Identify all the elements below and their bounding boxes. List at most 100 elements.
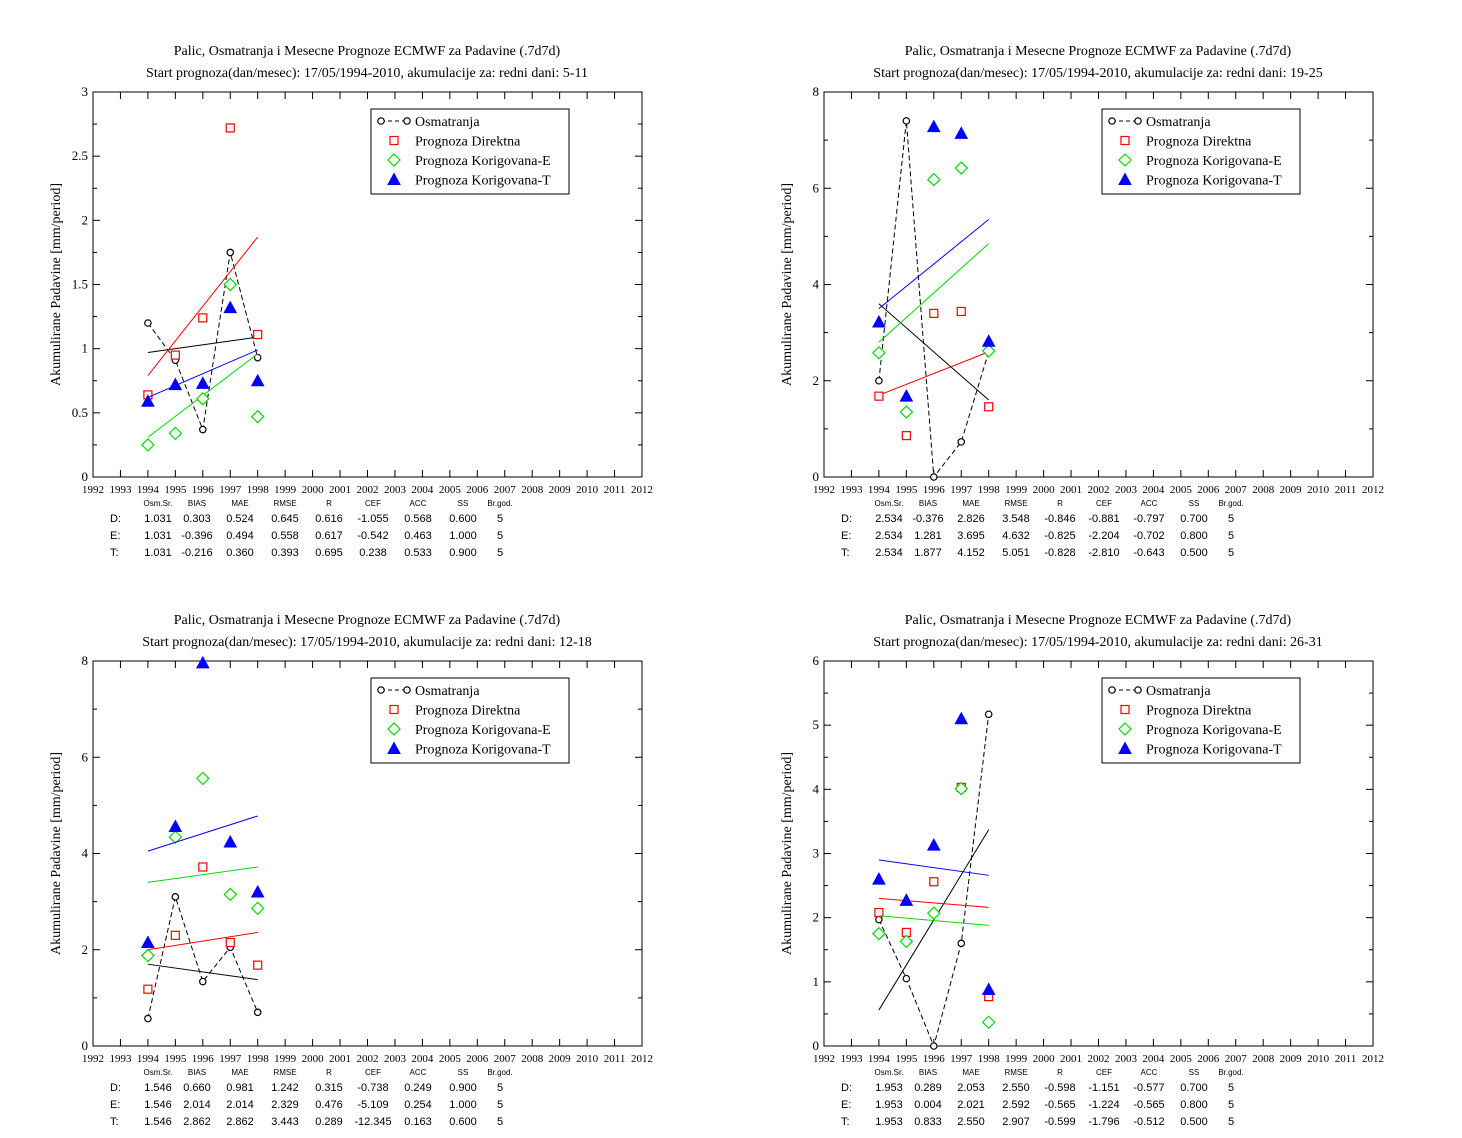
trend-line-korigovana-t [147,815,258,852]
chart-title: Palic, Osmatranja i Mesecne Prognoze ECM… [174,44,561,59]
stats-cell: 0.616 [315,513,343,525]
chart-panel-days-19-25: Palic, Osmatranja i Mesecne Prognoze ECM… [731,0,1462,569]
y-tick-label: 1 [82,341,89,356]
legend-marker-osmatranja [1134,686,1142,694]
stats-cell: 0.645 [271,513,299,525]
x-tick-label: 1995 [164,1053,187,1065]
axes: 0 2 4 6 8 1992 1993 1994 1995 1996 1997 1998 1999 200… [82,653,654,1065]
x-tick-label: 2007 [494,1053,517,1065]
y-tick-label: 4 [82,846,89,861]
stats-cell: 5 [1228,1116,1234,1128]
stats-cell: 1.546 [144,1082,172,1094]
x-tick-label: 2011 [604,1053,626,1065]
x-tick-label: 1995 [164,484,187,496]
x-tick-label: 2008 [521,484,544,496]
x-tick-label: 2000 [302,484,325,496]
stats-cell: 4.632 [1002,530,1030,542]
data-point-korigovana-e [223,887,238,902]
x-tick-label: 1995 [895,1053,918,1065]
y-tick-label: 0.5 [72,405,88,420]
legend: Osmatranja Prognoza Direktna Prognoza Kori… [370,677,570,764]
legend: Osmatranja Prognoza Direktna Prognoza Kori… [1101,108,1301,195]
data-point-osmatranja [875,376,883,385]
legend-label-direktna: Prognoza Direktna [1146,135,1252,150]
stats-header-cell: MAE [231,499,248,508]
y-tick-label: 6 [82,749,89,764]
x-tick-label: 2011 [1335,484,1357,496]
data-point-osmatranja [930,1042,938,1050]
x-tick-label: 2003 [384,1053,407,1065]
legend-label-korigovana-e: Prognoza Korigovana-E [1146,723,1282,738]
data-point-direktna [253,329,263,340]
stats-cell: 0.800 [1180,1099,1208,1111]
y-tick-label: 0 [813,1038,820,1053]
y-tick-label: 1 [813,974,820,989]
stats-header-cell: SS [458,1068,469,1077]
series-korigovana-t [141,655,265,949]
chart-panel-days-26-31: Palic, Osmatranja i Mesecne Prognoze ECM… [731,569,1462,1138]
trend-line-direktna [878,897,989,908]
data-point-direktna [984,402,994,412]
stats-cell: -0.846 [1044,513,1075,525]
stats-row-label: E: [110,1099,120,1111]
data-point-korigovana-t [899,389,914,402]
stats-cell: -2.204 [1088,530,1119,542]
y-tick-label: 0 [82,469,89,484]
stats-cell: 1.242 [271,1082,299,1094]
data-point-korigovana-e [954,781,969,796]
stats-row-label: E: [841,1099,851,1111]
stats-cell: -0.565 [1044,1099,1075,1111]
series-korigovana-e [872,161,996,419]
stats-cell: 1.953 [875,1082,903,1094]
x-tick-label: 2001 [1060,484,1082,496]
data-point-osmatranja [902,974,911,983]
x-tick-label: 2008 [1252,1053,1275,1065]
stats-cell: 1.031 [144,530,172,542]
y-tick-label: 5 [813,717,820,732]
x-tick-label: 2012 [631,1053,653,1065]
x-tick-label: 2003 [1115,484,1138,496]
x-tick-label: 2005 [1170,1053,1193,1065]
x-tick-label: 1998 [978,1053,1001,1065]
stats-cell: 0.289 [914,1082,942,1094]
legend-marker-korigovana-e [387,722,401,736]
trend-line-osmatranja [878,303,990,401]
chart-subtitle: Start prognoza(dan/mesec): 17/05/1994-20… [142,635,591,650]
chart-title: Palic, Osmatranja i Mesecne Prognoze ECM… [905,44,1292,59]
series-direktna [143,862,263,994]
data-point-korigovana-t [981,982,996,996]
trend-line-direktna [147,931,258,951]
data-point-osmatranja [199,977,207,986]
stats-cell: 0.558 [271,530,299,542]
data-point-korigovana-e [250,409,265,424]
legend-label-osmatranja: Osmatranja [415,684,480,699]
series-osmatranja [144,893,262,1023]
legend-marker-osmatranja [377,686,385,694]
stats-cell: 2.862 [226,1116,254,1128]
x-tick-label: 1996 [192,1053,215,1065]
stats-cell: 2.014 [183,1099,211,1111]
y-tick-label: 3 [813,846,820,861]
x-tick-label: 2010 [576,484,599,496]
stats-header-cell: Osm.Sr. [144,1068,173,1077]
stats-cell: 0.700 [1180,513,1208,525]
x-tick-label: 2009 [1280,1053,1303,1065]
x-tick-label: 1996 [923,484,946,496]
series-korigovana-t [872,119,996,402]
stats-cell: 1.877 [914,547,942,559]
stats-cell: 0.833 [914,1116,942,1128]
legend-label-korigovana-t: Prognoza Korigovana-T [1146,743,1282,758]
x-tick-label: 2004 [1142,1053,1165,1065]
trend-line-korigovana-e [147,866,258,883]
stats-cell: 5 [1228,530,1234,542]
data-point-direktna [874,391,884,401]
stats-row-label: E: [110,530,120,542]
stats-cell: -0.599 [1044,1116,1075,1128]
stats-header-cell: R [1057,499,1063,508]
stats-header-cell: CEF [365,499,381,508]
stats-table: Osm.Sr. BIAS MAE RMSE R CEF ACC SS Br.god. D: 1.54… [110,1068,513,1128]
x-tick-label: 2001 [329,484,351,496]
stats-cell: 0.981 [226,1082,254,1094]
stats-header-cell: Osm.Sr. [875,1068,904,1077]
x-tick-label: 1999 [1005,484,1028,496]
